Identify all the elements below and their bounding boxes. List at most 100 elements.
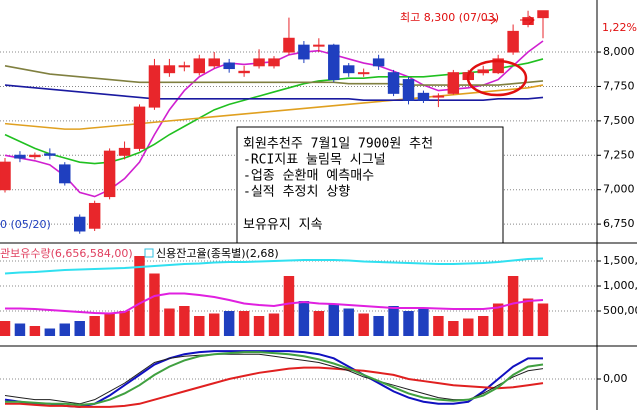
candle-body: [492, 58, 504, 74]
candle-body: [328, 44, 340, 81]
volume-bar: [238, 311, 250, 336]
candle-body: [537, 10, 549, 19]
candle-body: [357, 72, 370, 75]
volume-bar: [388, 306, 399, 336]
candle-body: [88, 202, 101, 229]
volume-bar: [373, 316, 384, 336]
candle-body: [432, 95, 445, 98]
volume-bar: [403, 311, 414, 336]
volume-bar: [537, 303, 549, 336]
volume-bar: [44, 328, 56, 336]
series-line: [4, 84, 544, 102]
candle-body: [0, 161, 11, 191]
note-box: [236, 126, 504, 244]
candle-body: [298, 44, 310, 60]
volume-bar: [418, 308, 429, 336]
volume-bar: [343, 308, 354, 336]
candle-body: [59, 164, 71, 184]
candle-body: [223, 62, 235, 70]
candle-body: [73, 216, 86, 232]
candle-body: [14, 154, 26, 159]
candle-body: [372, 58, 385, 67]
volume-bar: [328, 303, 340, 336]
y-tick-label: 7,000: [603, 183, 635, 196]
volume-bar: [208, 313, 220, 336]
candle-body: [447, 72, 460, 94]
volume-bar: [149, 273, 160, 336]
volume-bar: [253, 316, 265, 336]
volume-bar: [0, 321, 11, 336]
candle-body: [342, 65, 355, 74]
arrow-markers: [482, 15, 535, 25]
y-tick-label: 7,750: [603, 79, 635, 92]
candle-body: [103, 150, 116, 198]
plot-layer: 8,000 7,750 7,500 7,250 7,000 6,750 1,500,000 1…: [0, 10, 637, 408]
candle-body: [148, 65, 161, 108]
volume-bar: [14, 323, 26, 336]
series-line: [4, 353, 544, 405]
volume-bar: [179, 306, 190, 336]
y-tick-label: 7,500: [603, 114, 635, 127]
volume-bar: [104, 313, 115, 336]
volume-bar: [433, 316, 444, 336]
candle-body: [268, 58, 280, 67]
candle-body: [163, 65, 176, 74]
low-label: 0 (05/20): [0, 218, 51, 231]
note-line: -RCI지표 눌림목 시그널: [243, 153, 386, 168]
volume-bar: [492, 303, 504, 336]
change-label: 1,22%: [602, 21, 637, 34]
candle-body: [208, 58, 220, 67]
candle-body: [253, 58, 265, 67]
candle-body: [118, 147, 131, 156]
candle-body: [477, 69, 489, 74]
y-tick-label: 1,500,000: [603, 254, 637, 267]
note-line: -실적 추정치 상향: [243, 185, 350, 200]
series-line: [5, 292, 544, 315]
series-line: [5, 351, 544, 406]
volume-bar: [298, 301, 310, 336]
y-tick-label: 0,00: [603, 372, 628, 385]
volume-bar: [358, 313, 369, 336]
candle-body: [417, 92, 430, 101]
series-line: [4, 257, 544, 275]
high-label: 최고 8,300 (07/03): [400, 11, 499, 24]
volume-bar: [89, 316, 100, 336]
y-tick-label: 8,000: [603, 45, 635, 58]
volume-bar: [313, 311, 325, 336]
highlight-ellipse: [466, 59, 528, 97]
candle-body: [133, 106, 146, 149]
volume-bar: [522, 298, 534, 336]
volume-bar: [283, 276, 295, 336]
volume-bar: [448, 321, 459, 336]
candle-body: [44, 153, 56, 156]
candle-body: [313, 44, 325, 47]
volume-bar: [74, 321, 85, 336]
legend-entry: 신용잔고율(종목별)(2,68): [156, 247, 279, 260]
volume-bar: [134, 256, 145, 336]
volume-bar: [29, 326, 41, 336]
volume-bar: [507, 276, 519, 336]
candle-body: [283, 37, 295, 53]
y-tick-label: 7,250: [603, 148, 635, 161]
note-line: -업종 순환매 예측매수: [243, 169, 374, 184]
volume-bar: [477, 316, 489, 336]
note-line: 회원추천주 7월1일 7900원 추천: [243, 137, 433, 152]
series-line: [5, 366, 544, 408]
legend-entry: 관보유수량(6,656,584,00): [0, 247, 133, 260]
candle-body: [29, 154, 41, 158]
volume-bar: [59, 323, 71, 336]
legend-swatch: [144, 248, 154, 258]
volume-bar: [194, 316, 205, 336]
candle-body: [402, 79, 415, 101]
candle-body: [178, 65, 191, 68]
y-tick-label: 6,750: [603, 217, 635, 230]
candle-body: [387, 72, 400, 94]
note-footer: 보유유지 지속: [243, 218, 323, 233]
note-lines: 회원추천주 7월1일 7900원 추천-RCI지표 눌림목 시그널-업종 순환매…: [243, 137, 433, 200]
volume-bar: [268, 313, 280, 336]
candle-body: [507, 30, 519, 53]
y-tick-label: 500,000: [603, 304, 637, 317]
volume-bar: [223, 311, 235, 336]
volume-bar: [463, 318, 474, 336]
